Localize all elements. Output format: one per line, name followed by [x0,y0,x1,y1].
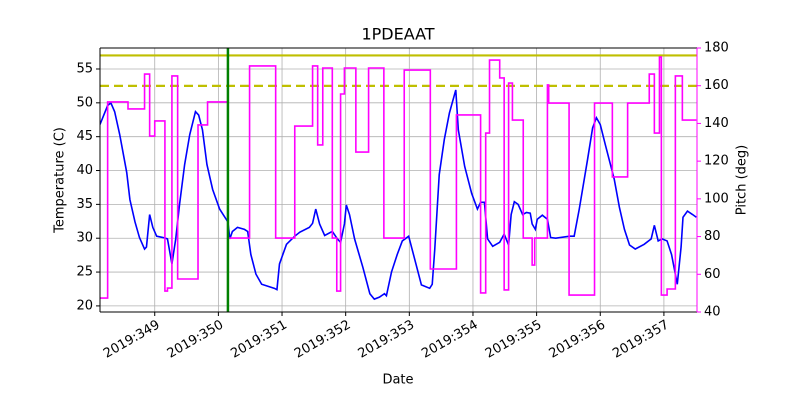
y-axis-label: Temperature (C) [53,127,68,234]
series-line [100,89,697,301]
y2-tick-label: 120 [704,154,729,169]
y-tick-label: 30 [76,231,93,246]
y-tick-label: 40 [76,163,93,178]
y-tick-label: 55 [76,61,93,76]
y-tick-label: 45 [76,129,93,144]
y2-tick-label: 160 [704,78,729,93]
y2-axis-label: Pitch (deg) [735,145,750,215]
chart-title: 1PDEAAT [361,25,434,44]
y-tick-label: 20 [76,298,93,313]
y2-tick-label: 140 [704,116,729,131]
y-tick-label: 25 [76,265,93,280]
y2-tick-label: 40 [704,305,721,320]
y-tick-label: 50 [76,95,93,110]
y2-tick-label: 100 [704,191,729,206]
y2-tick-label: 60 [704,267,721,282]
x-axis-label: Date [382,373,413,388]
y-tick-label: 35 [76,197,93,212]
y2-tick-label: 80 [704,229,721,244]
y2-tick-label: 180 [704,41,729,56]
series-line [100,56,697,299]
